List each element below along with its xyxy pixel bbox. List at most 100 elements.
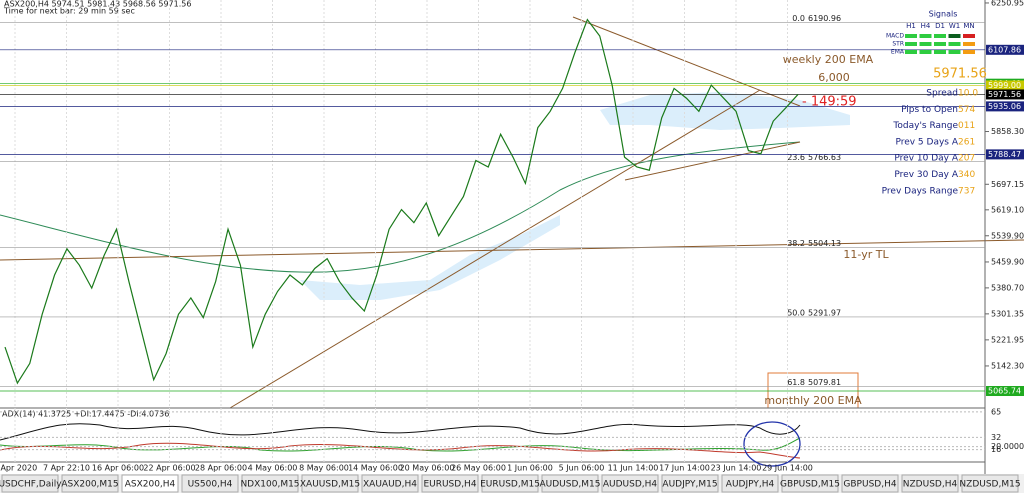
signal-cell	[905, 42, 917, 46]
tab[interactable]	[661, 474, 719, 493]
signal-column: D1	[935, 22, 945, 30]
price-box-label: 5935.06	[988, 102, 1021, 111]
tab[interactable]	[1, 474, 59, 493]
tab[interactable]	[241, 474, 299, 493]
tab-label[interactable]: US500,H4	[188, 480, 233, 490]
price-box-label: 5999.00	[988, 81, 1021, 90]
tab[interactable]	[421, 474, 479, 493]
tab-label[interactable]: XAUAUD,H4	[363, 480, 417, 490]
x-tick-label: 1 Apr 2020	[0, 464, 37, 473]
tab-label[interactable]: GBPUSD,H4	[843, 480, 896, 490]
tab[interactable]	[781, 474, 839, 493]
tab-label[interactable]: AUDJPY,M15	[662, 480, 717, 490]
tab-label[interactable]: NDX100,M15	[240, 480, 299, 490]
signal-cell	[948, 42, 961, 46]
signal-column: MN	[963, 22, 974, 30]
moving-average	[0, 141, 801, 273]
x-tick-label: 29 Jun 14:00	[762, 464, 813, 473]
tab[interactable]	[61, 474, 119, 493]
adx-tick-label: 20.0000	[991, 442, 1024, 451]
tab-label[interactable]: EURUSD,M15	[480, 480, 540, 490]
price-line	[4, 18, 799, 385]
signals-title: Signals	[929, 10, 958, 19]
adx-tick-label: 65	[991, 407, 1001, 416]
y-tick-label: 5539.90	[991, 231, 1024, 240]
tab[interactable]	[301, 474, 359, 493]
signal-cell	[934, 34, 946, 38]
tab-label[interactable]: EURUSD,H4	[423, 480, 476, 490]
tab-label[interactable]: AUDUSD,M15	[540, 480, 601, 490]
x-tick-label: 16 Apr 06:00	[92, 464, 144, 473]
tab-label[interactable]: AUDUSD,H4	[603, 480, 658, 490]
timer: Time for next bar: 29 min 59 sec	[3, 7, 135, 16]
annotation: 11-yr TL	[843, 248, 889, 261]
x-tick-label: 26 May 06:00	[451, 464, 506, 473]
adx-label: ADX(14) 41.3725 +DI:17.4475 -DI:4.0736	[2, 410, 169, 419]
y-tick-label: 5221.95	[991, 335, 1024, 344]
x-tick-label: 7 Apr 22:10	[43, 464, 90, 473]
y-tick-label: 5142.30	[991, 361, 1024, 370]
tab-label[interactable]: NZDUSD,H4	[903, 480, 958, 490]
signal-cell	[919, 34, 932, 38]
info-value: 737	[958, 186, 975, 196]
annotation: weekly 200 EMA	[783, 53, 874, 66]
x-tick-label: 17 Jun 14:00	[659, 464, 710, 473]
price-box	[986, 149, 1024, 160]
cloud	[300, 215, 560, 300]
info-label: Pips to Open	[901, 105, 958, 115]
tab[interactable]	[841, 474, 899, 493]
x-tick-label: 22 Apr 06:00	[143, 464, 195, 473]
price-box-label: 5788.47	[988, 150, 1021, 159]
fib-level: 23.6	[787, 153, 805, 162]
tab-label[interactable]: ASX200,M15	[61, 480, 118, 490]
price-box	[986, 386, 1024, 397]
fib-level: 0.0	[792, 14, 805, 23]
tab-label[interactable]: AUDJPY,H4	[726, 480, 775, 490]
x-tick-label: 20 May 06:00	[400, 464, 455, 473]
tab[interactable]	[961, 474, 1019, 493]
info-label: Today's Range	[892, 121, 958, 131]
price-box-label: 6107.86	[988, 45, 1021, 54]
x-tick-label: 11 Jun 14:00	[608, 464, 659, 473]
tab[interactable]	[541, 474, 599, 493]
trend-line	[624, 141, 801, 181]
price-box	[986, 89, 1024, 100]
tab[interactable]	[181, 474, 239, 493]
symbol-line: ASX200,H4 5974.51 5981.43 5968.56 5971.5…	[4, 0, 191, 9]
adx-tick-label: 16	[991, 445, 1001, 454]
y-tick-label: 5697.15	[991, 180, 1024, 189]
fib-level: 50.0	[787, 308, 805, 317]
signal-row: EMA	[891, 49, 905, 56]
info-label: Prev Days Range	[882, 186, 959, 196]
signal-cell	[963, 42, 975, 46]
signal-column: H1	[906, 22, 916, 30]
highlight-ellipse	[743, 421, 801, 467]
signal-column: W1	[949, 22, 960, 30]
signal-cell	[905, 34, 917, 38]
tab[interactable]	[481, 474, 539, 493]
tab-label[interactable]: GBPUSD,M15	[780, 480, 840, 490]
x-tick-label: 4 May 06:00	[248, 464, 298, 473]
tab[interactable]	[901, 474, 959, 493]
tab-label[interactable]: NZDUSD,M15	[959, 480, 1020, 490]
info-value: 207	[958, 154, 975, 164]
signal-cell	[919, 50, 932, 54]
tab[interactable]	[721, 474, 779, 493]
signal-row: STR	[892, 41, 904, 48]
info-value: 261	[958, 137, 975, 147]
tab-label[interactable]: XAUUSD,M15	[300, 480, 360, 490]
tab-label[interactable]: ASX200,H4	[125, 480, 176, 490]
fib-value: 5291.97	[808, 308, 841, 317]
info-label: Spread	[926, 89, 958, 99]
fib-value: 5504.13	[808, 239, 841, 248]
x-tick-label: 1 Jun 06:00	[507, 464, 553, 473]
price-box	[986, 44, 1024, 55]
tab[interactable]	[121, 474, 179, 493]
tab-label[interactable]: USDCHF,Daily	[0, 480, 62, 490]
fib-value: 5079.81	[808, 378, 841, 387]
signal-cell	[905, 50, 917, 54]
tab[interactable]	[601, 474, 659, 493]
tab[interactable]	[361, 474, 419, 493]
signal-column: H4	[921, 22, 931, 30]
